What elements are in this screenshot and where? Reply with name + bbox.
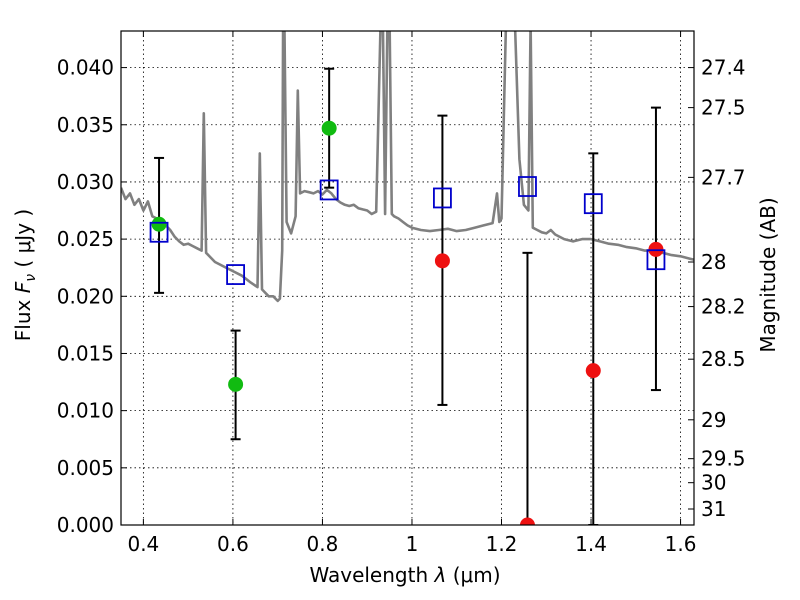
x-tick-label: 1.6	[665, 532, 697, 556]
grid-lines	[121, 31, 694, 526]
data-point-circle	[321, 120, 337, 136]
plot-frame	[120, 30, 695, 526]
model-point-square	[433, 187, 452, 209]
y-tick-label: 0.040	[57, 56, 114, 80]
magnitude-tick-label: 29	[701, 408, 726, 432]
magnitude-tick-label: 27.7	[701, 165, 746, 189]
magnitude-tick-label: 31	[701, 497, 726, 521]
y-tick-label: 0.010	[57, 399, 114, 423]
model-point-square	[583, 193, 603, 215]
marker-layer	[149, 120, 666, 525]
data-point-circle	[434, 253, 450, 269]
y-tick-label: 0.000	[57, 513, 114, 537]
data-point-circle	[228, 376, 244, 392]
x-axis-title: Wavelength λ (μm)	[309, 563, 500, 587]
magnitude-tick-label: 27.5	[701, 96, 746, 120]
y2-axis-title: Magnitude (AB)	[756, 197, 780, 352]
magnitude-tick-label: 29.5	[701, 447, 746, 471]
magnitude-tick-label: 28.2	[701, 295, 746, 319]
magnitude-tick-label: 28	[701, 250, 726, 274]
y-tick-label: 0.030	[57, 170, 114, 194]
y-axis-title: Flux Fν ( μJy )	[11, 209, 39, 341]
y-tick-labels: 0.000 0.005 0.010 0.015 0.020 0.025 0.030 0.035…	[57, 56, 114, 537]
magnitude-tick-label: 30	[701, 471, 726, 495]
y-tick-label: 0.020	[57, 284, 114, 308]
data-point-circle	[519, 517, 535, 525]
model-point-square	[319, 179, 339, 201]
data-point-circle	[585, 363, 601, 379]
x-tick-label: 0.4	[127, 532, 159, 556]
x-tick-label: 1.4	[575, 532, 607, 556]
y-tick-label: 0.025	[57, 227, 114, 251]
magnitude-tick-label: 28.5	[701, 347, 746, 371]
model-point-square	[149, 221, 169, 243]
y-tick-label: 0.015	[57, 341, 114, 365]
model-point-square	[646, 249, 666, 271]
x-tick-label: 1	[406, 532, 419, 556]
x-tick-label: 1.2	[486, 532, 518, 556]
model-point-square	[518, 176, 537, 197]
plot-area	[121, 31, 694, 525]
x-tick-label: 0.6	[217, 532, 249, 556]
data-point-circle	[151, 216, 167, 232]
y-tick-label: 0.035	[57, 113, 114, 137]
magnitude-tick-label: 27.4	[701, 56, 746, 80]
spectrum-layer	[121, 31, 694, 303]
x-tick-label: 0.8	[307, 532, 339, 556]
spectrum-line	[121, 31, 694, 303]
axis-ticks	[121, 31, 694, 526]
x-tick-labels: 0.4 0.6 0.8 1 1.2 1.4 1.6	[127, 532, 696, 556]
model-point-square	[226, 264, 246, 285]
y-tick-label: 0.005	[57, 456, 114, 480]
